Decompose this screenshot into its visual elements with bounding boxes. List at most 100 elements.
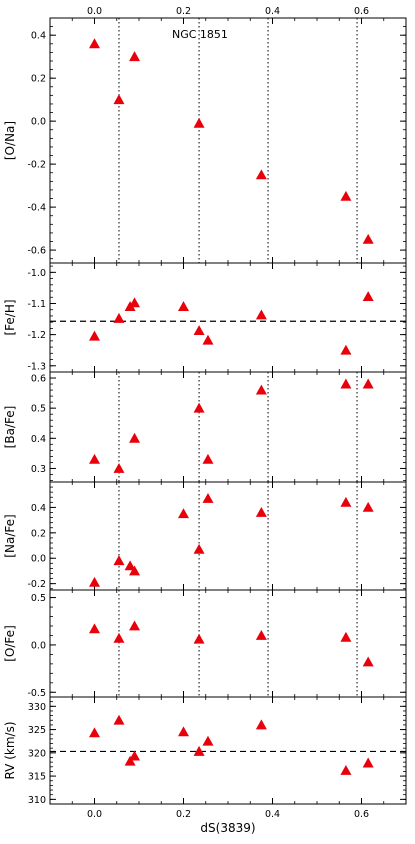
data-point [89, 727, 100, 738]
x-tick-label-bottom: 0.4 [265, 809, 280, 820]
data-point [113, 312, 125, 323]
y-axis-label: [Na/Fe] [3, 514, 17, 557]
data-point [193, 325, 205, 335]
x-tick-label-top: 0.0 [87, 6, 102, 17]
panel-frame [49, 589, 407, 698]
y-tick-label: -0.2 [27, 579, 46, 590]
data-point [129, 432, 141, 443]
data-point [362, 757, 374, 768]
y-tick-label: 0.0 [31, 640, 46, 651]
panel-4: 0.4 0.2 0.0 -0.2 [Na/Fe] [3, 481, 407, 591]
data-point [340, 378, 352, 389]
data-point [178, 301, 189, 311]
x-tick-label-top: 0.4 [265, 6, 280, 17]
y-tick-label: 0.3 [31, 464, 46, 475]
y-tick-label: -1.1 [27, 299, 46, 310]
data-point [89, 38, 100, 49]
data-point [124, 560, 136, 571]
data-point [193, 117, 205, 128]
data-point [255, 309, 267, 320]
x-tick-label-bottom: 0.2 [176, 809, 191, 820]
x-axis-label: dS(3839) [200, 821, 255, 835]
data-point [89, 330, 100, 341]
y-axis-label: RV (km/s) [3, 721, 17, 779]
data-point [113, 555, 125, 566]
data-point [124, 755, 136, 766]
y-tick-label: -0.4 [27, 203, 46, 214]
x-tick-label-bottom: 0.0 [87, 809, 102, 820]
y-tick-label: -0.6 [27, 246, 46, 257]
y-tick-label: 320 [28, 748, 46, 759]
panels-layer: 0.40.20.0-0.2-0.4-0.6[O/Na]NGC 1851-1.0-… [3, 6, 407, 820]
data-point [202, 453, 214, 464]
data-point [129, 297, 141, 308]
panel-frame [49, 17, 407, 264]
panel-frame [49, 696, 407, 805]
y-tick-label: -1.3 [27, 361, 46, 372]
y-tick-label: 0.4 [31, 434, 46, 445]
data-point [362, 378, 374, 389]
x-tick-label-bottom: 0.6 [354, 809, 369, 820]
data-point [113, 632, 125, 643]
data-point [255, 629, 267, 640]
panel-1: 0.4 0.2 0.0 -0.2 -0.4 -0.6 [O/Na] NGC 1851 [3, 17, 407, 264]
y-tick-label: 0.4 [31, 31, 46, 42]
panel-5: 0.5 0.0 -0.5 [O/Fe] [3, 589, 407, 699]
y-tick-label: 0.0 [31, 554, 46, 565]
panel-frame [49, 481, 407, 591]
x-tick-label-top: 0.6 [354, 6, 369, 17]
data-point [193, 543, 205, 554]
data-point [113, 462, 125, 473]
data-point [255, 506, 267, 517]
data-point [89, 453, 100, 464]
data-point [340, 631, 352, 642]
y-tick-label: 0.5 [31, 404, 46, 415]
data-point [202, 334, 214, 345]
y-axis-label: [Ba/Fe] [3, 406, 17, 449]
data-point [340, 496, 352, 507]
x-tick-label-top: 0.2 [176, 6, 191, 17]
data-point [129, 565, 141, 576]
y-tick-label: 0.2 [31, 74, 46, 85]
data-point [255, 719, 267, 730]
y-tick-label: 0.5 [31, 593, 46, 604]
data-point [113, 714, 125, 725]
y-tick-label: 310 [28, 795, 46, 806]
y-tick-label: 0.2 [31, 528, 46, 539]
data-point [129, 51, 141, 62]
y-tick-label: 0.0 [31, 117, 46, 128]
data-point [129, 620, 141, 631]
panel-annotation: NGC 1851 [172, 28, 228, 41]
data-point [255, 384, 267, 395]
y-axis-label: [O/Na] [3, 121, 17, 160]
y-tick-label: 325 [28, 725, 46, 736]
y-tick-label: 330 [28, 702, 46, 713]
panel-2: -1.0 -1.1 -1.2 -1.3 [Fe/H] [3, 262, 407, 373]
data-point [362, 233, 374, 244]
data-point [362, 291, 374, 302]
data-point [202, 735, 214, 746]
data-point [193, 402, 205, 413]
panel-6: 330 325 320 315 310 RV (km/s) [3, 696, 407, 806]
y-tick-label: 315 [28, 772, 46, 783]
data-point [178, 726, 189, 737]
data-point [340, 190, 352, 201]
y-axis-label: [O/Fe] [3, 625, 17, 661]
y-tick-label: 0.4 [31, 503, 46, 514]
data-point [340, 765, 352, 775]
data-point [340, 344, 352, 355]
y-tick-label: -1.2 [27, 330, 46, 341]
data-point [255, 169, 267, 180]
y-tick-label: 0.6 [31, 374, 46, 385]
data-point [362, 501, 374, 512]
data-point [129, 750, 141, 761]
panel-frame [49, 262, 407, 373]
y-axis-label: [Fe/H] [3, 299, 17, 335]
panel-3: 0.6 0.5 0.4 0.3 [Ba/Fe] [3, 371, 407, 483]
y-tick-label: -0.5 [27, 688, 46, 699]
y-tick-label: -1.0 [27, 268, 46, 279]
data-point [202, 493, 214, 503]
panel-frame [49, 371, 407, 483]
data-point [362, 656, 374, 667]
